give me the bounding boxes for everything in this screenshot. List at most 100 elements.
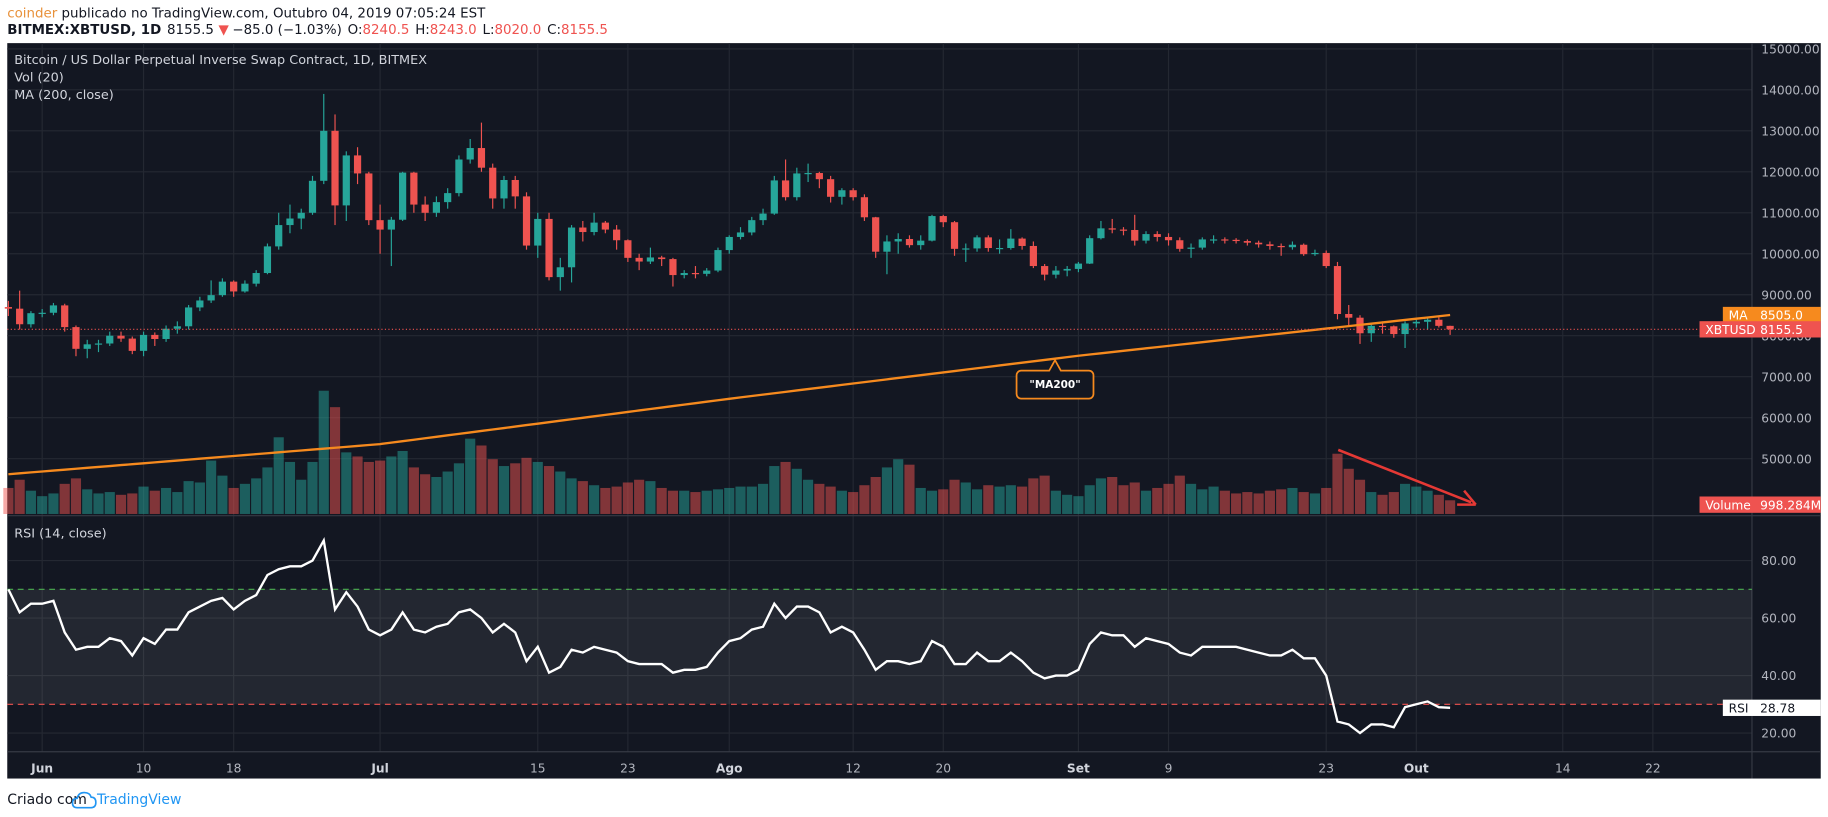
candle-body: [1345, 313, 1353, 318]
footer-brand[interactable]: TradingView: [96, 792, 181, 808]
candle-body: [151, 334, 159, 339]
volume-bar: [577, 481, 588, 514]
header-line-2: BITMEX:XBTUSD, 1D 8155.5 ▼ −85.0 (−1.03%) O:…: [7, 23, 608, 38]
volume-bar: [1354, 479, 1366, 514]
volume-bar: [1411, 486, 1422, 514]
volume-bar: [724, 487, 735, 514]
candle-body: [613, 229, 621, 241]
volume-bar: [206, 460, 217, 514]
volume-bar: [645, 481, 656, 514]
candle-body: [804, 173, 812, 175]
candle-body: [511, 179, 519, 197]
volume-bar: [59, 483, 70, 514]
candle-body: [252, 273, 260, 284]
rsi-tag-value: 28.78: [1760, 701, 1795, 715]
volume-bar: [521, 457, 532, 514]
candle-body: [590, 222, 598, 233]
x-tick-label: 12: [845, 762, 861, 776]
candle-body: [1266, 244, 1274, 246]
volume-bar: [1399, 483, 1411, 514]
candle-body: [38, 312, 46, 314]
candle-body: [320, 130, 328, 181]
volume-bar: [1197, 489, 1208, 514]
candle-body: [1435, 319, 1443, 326]
volume-bar: [307, 461, 318, 514]
volume-bar: [949, 479, 960, 514]
volume-bar: [510, 463, 521, 514]
candle-body: [748, 220, 756, 233]
candle-body: [905, 239, 914, 246]
volume-bar: [217, 475, 228, 514]
candle-body: [1119, 229, 1128, 231]
volume-bar: [1276, 489, 1287, 514]
volume-bar: [836, 490, 847, 514]
volume-bar: [1039, 475, 1050, 514]
header-line-1: coinder publicado no TradingView.com, Ou…: [7, 6, 486, 21]
candle-body: [849, 190, 857, 198]
volume-bar: [566, 478, 577, 514]
volume-bar: [679, 490, 690, 514]
chart-background: [7, 43, 1821, 779]
volume-bar: [1017, 486, 1028, 514]
volume-bar: [48, 493, 59, 514]
candle-body: [139, 334, 148, 351]
candle-body: [275, 225, 283, 247]
volume-bar: [746, 486, 757, 514]
candle-body: [1311, 252, 1319, 255]
volume-bar: [656, 487, 667, 514]
candle-body: [196, 300, 204, 308]
volume-bar: [82, 489, 93, 514]
candle-body: [827, 179, 835, 197]
candle-body: [241, 283, 249, 292]
volume-bar: [983, 485, 994, 514]
candle-body: [1142, 234, 1150, 241]
volume-bar: [273, 437, 284, 514]
candle-body: [624, 240, 632, 258]
volume-bar: [1174, 475, 1185, 514]
candle-body: [365, 173, 373, 221]
candle-body: [1300, 244, 1308, 255]
volume-bar: [769, 466, 780, 514]
candle-body: [61, 305, 69, 328]
candle-body: [646, 257, 655, 262]
candle-body: [1423, 319, 1432, 322]
volume-bar: [915, 487, 926, 514]
symbol: BITMEX:XBTUSD, 1D: [7, 23, 161, 38]
volume-bar: [611, 486, 622, 514]
price-tag-value: 8155.5: [1760, 323, 1803, 337]
candle-body: [759, 213, 767, 221]
volume-bar: [25, 490, 36, 514]
candle-body: [770, 180, 778, 214]
candle-body: [815, 173, 823, 180]
candle-body: [962, 248, 970, 250]
volume-bar: [228, 487, 239, 514]
candle-body: [16, 308, 24, 325]
volume-bar: [600, 487, 611, 514]
volume-bar: [476, 445, 487, 514]
author[interactable]: coinder: [7, 6, 58, 21]
volume-bar: [701, 490, 712, 514]
volume-bar: [442, 471, 453, 514]
candle-body: [399, 172, 407, 220]
volume-bar: [881, 467, 893, 514]
candle-body: [1097, 228, 1105, 239]
volume-bar: [1140, 490, 1152, 514]
candle-body: [376, 220, 384, 230]
candle-body: [1074, 263, 1083, 269]
volume-bar: [1107, 477, 1118, 514]
volume-bar: [870, 477, 881, 514]
candle-body: [556, 267, 564, 278]
x-tick-label: 14: [1555, 762, 1571, 776]
volume-bar: [1231, 493, 1242, 514]
volume-bar: [1298, 492, 1309, 514]
ohlc-key: C:: [547, 23, 561, 38]
volume-bar: [1287, 487, 1298, 514]
x-tick-label: 10: [136, 762, 152, 776]
ohlc-key: H:: [415, 23, 430, 38]
volume-bar: [1242, 492, 1253, 514]
volume-bar: [498, 466, 510, 514]
candle-body: [466, 148, 474, 160]
candle-body: [1333, 266, 1342, 314]
y-tick-label: 14000.00: [1761, 84, 1819, 98]
ohlc-value: 8155.5: [561, 23, 608, 38]
